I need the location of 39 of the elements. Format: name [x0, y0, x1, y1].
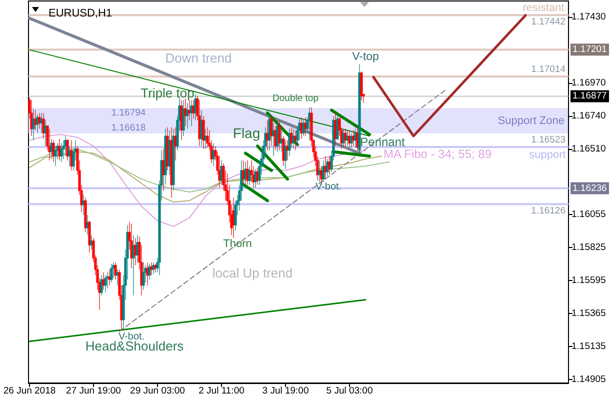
annotation: Flag — [232, 125, 260, 141]
annotation: MA Fibo - 34; 55; 89 — [383, 147, 492, 161]
y-tick-label: 1.15595 — [572, 274, 606, 286]
y-tick-label: 1.16970 — [572, 77, 606, 88]
y-tick-label: 1.15365 — [572, 308, 606, 319]
ref-line-label: 1.16877 — [572, 90, 607, 102]
ref-line-label: 1.17201 — [572, 44, 607, 56]
annotation: resistant — [522, 2, 564, 14]
annotation: Pennant — [360, 134, 406, 149]
annotation: 1.16794 — [111, 108, 146, 118]
annotation: Thorn — [223, 238, 252, 250]
y-tick-label: 1.15135 — [572, 340, 606, 352]
ref-line-label: 1.17442 — [531, 16, 566, 28]
x-tick-label: 26 Jun 2018 — [3, 386, 56, 396]
ref-line-label: 1.17014 — [531, 64, 566, 76]
annotation: local Up trend — [212, 266, 293, 280]
annotation: Down trend — [165, 50, 232, 66]
band-label: Support Zone — [498, 114, 564, 127]
annotation: Double top — [272, 92, 318, 104]
ref-line-label: 1.16523 — [531, 134, 566, 146]
y-tick-label: 1.15825 — [572, 242, 606, 253]
y-tick-label: 1.16055 — [572, 208, 606, 220]
annotation: support — [529, 149, 566, 161]
x-tick-label: 3 Jul 19:00 — [262, 386, 309, 396]
annotation: 1.16618 — [111, 122, 146, 134]
x-tick-label: 27 Jun 19:00 — [66, 386, 121, 396]
x-tick-label: 5 Jul 03:00 — [326, 386, 373, 396]
y-tick-label: 1.16740 — [572, 110, 606, 122]
y-tick-label: 1.16510 — [572, 143, 606, 154]
x-tick-label: 29 Jun 03:00 — [130, 386, 185, 396]
y-tick-label: 1.17430 — [572, 11, 606, 22]
ref-line-label: 1.16236 — [572, 182, 607, 194]
ref-line-label: 1.16126 — [531, 206, 566, 217]
x-tick-label: 2 Jul 11:00 — [198, 386, 244, 396]
annotation: V-top — [352, 51, 379, 63]
text: EURUSD,H1 — [48, 8, 112, 20]
y-tick-label: 1.14905 — [572, 374, 606, 385]
annotation: Triple top — [140, 86, 194, 100]
annotation: V-bot. — [315, 182, 342, 192]
